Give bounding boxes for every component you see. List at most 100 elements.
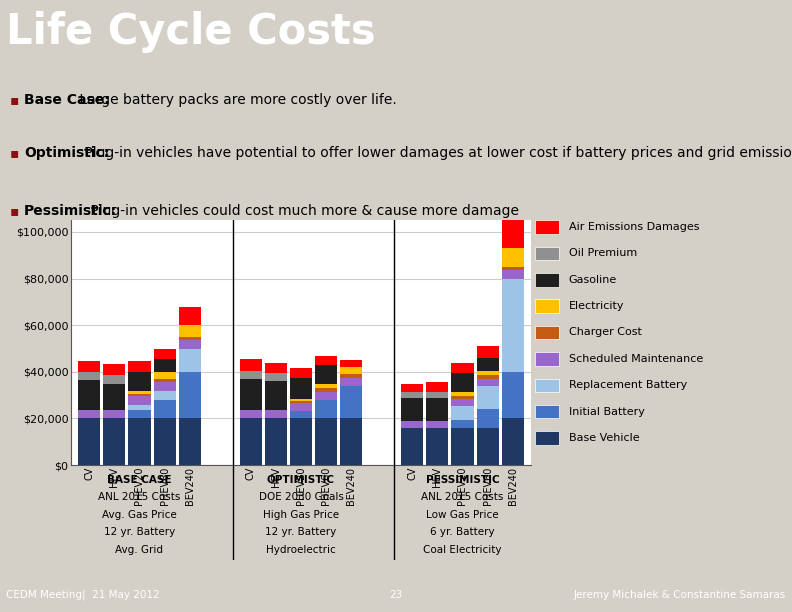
Bar (535, 299, 559, 313)
Bar (535, 220, 559, 234)
Text: Large battery packs are more costly over life.: Large battery packs are more costly over… (75, 93, 397, 107)
Text: 12 yr. Battery: 12 yr. Battery (265, 528, 337, 537)
Bar (315, 419, 337, 465)
Bar (451, 397, 474, 398)
Bar (240, 379, 262, 410)
Bar (240, 371, 262, 379)
Bar (451, 420, 474, 428)
Bar (501, 278, 524, 372)
Bar (103, 384, 125, 410)
Text: CEDM Meeting|  21 May 2012: CEDM Meeting| 21 May 2012 (6, 590, 160, 600)
Bar (128, 410, 150, 419)
Bar (128, 397, 150, 405)
Bar (154, 419, 176, 465)
Bar (179, 372, 200, 419)
Text: PESSIMISTIC: PESSIMISTIC (425, 475, 499, 485)
Bar (103, 375, 125, 384)
Text: Pessimistic:: Pessimistic: (24, 204, 117, 218)
Bar (451, 373, 474, 392)
Bar (402, 398, 423, 421)
Bar (179, 419, 200, 465)
Bar (340, 419, 362, 465)
Bar (103, 364, 125, 375)
Bar (290, 398, 312, 401)
Bar (179, 340, 200, 349)
Bar (265, 410, 287, 419)
Bar (315, 400, 337, 419)
Text: Jeremy Michalek & Constantine Samaras: Jeremy Michalek & Constantine Samaras (573, 590, 786, 600)
Text: Life Cycle Costs: Life Cycle Costs (6, 10, 376, 53)
Bar (501, 372, 524, 419)
Bar (290, 368, 312, 378)
Bar (477, 375, 499, 379)
Bar (501, 419, 524, 465)
Bar (240, 410, 262, 419)
Text: ANL 2015 Costs: ANL 2015 Costs (98, 492, 181, 502)
Bar (501, 271, 524, 278)
Bar (426, 382, 448, 392)
Bar (402, 428, 423, 465)
Bar (240, 419, 262, 465)
Bar (240, 359, 262, 371)
Text: Low Gas Price: Low Gas Price (426, 510, 499, 520)
Text: Gasoline: Gasoline (569, 275, 617, 285)
Bar (477, 358, 499, 371)
Text: Initial Battery: Initial Battery (569, 406, 645, 417)
Bar (501, 267, 524, 271)
Bar (154, 359, 176, 372)
Bar (154, 390, 176, 400)
Bar (315, 392, 337, 400)
Text: 12 yr. Battery: 12 yr. Battery (104, 528, 175, 537)
Text: OPTIMISTIC: OPTIMISTIC (267, 475, 335, 485)
Text: Oil Premium: Oil Premium (569, 248, 637, 258)
Bar (128, 419, 150, 465)
Bar (501, 220, 524, 248)
Bar (290, 401, 312, 403)
Text: ▪: ▪ (10, 146, 19, 160)
Bar (477, 346, 499, 358)
Bar (340, 360, 362, 367)
Bar (426, 398, 448, 421)
Bar (78, 380, 101, 410)
Text: ▪: ▪ (10, 204, 19, 218)
Bar (340, 386, 362, 419)
Text: Optimistic:: Optimistic: (24, 146, 109, 160)
Bar (426, 392, 448, 398)
Text: Replacement Battery: Replacement Battery (569, 380, 687, 390)
Bar (154, 349, 176, 359)
Bar (78, 410, 101, 419)
Text: BASE CASE: BASE CASE (107, 475, 172, 485)
Bar (154, 382, 176, 390)
Text: Hydroelectric: Hydroelectric (266, 545, 336, 555)
Bar (477, 371, 499, 375)
Bar (128, 361, 150, 372)
Text: Base Vehicle: Base Vehicle (569, 433, 639, 443)
Bar (402, 384, 423, 392)
Bar (103, 419, 125, 465)
Bar (128, 372, 150, 390)
Bar (340, 374, 362, 378)
Bar (128, 405, 150, 410)
Bar (451, 398, 474, 406)
Text: Coal Electricity: Coal Electricity (423, 545, 501, 555)
Bar (535, 326, 559, 339)
Bar (128, 390, 150, 394)
Bar (477, 386, 499, 409)
Bar (535, 379, 559, 392)
Bar (340, 367, 362, 374)
Text: DOE 2030 Goals: DOE 2030 Goals (258, 492, 344, 502)
Text: 23: 23 (390, 590, 402, 600)
Bar (402, 421, 423, 428)
Bar (78, 372, 101, 380)
Text: High Gas Price: High Gas Price (263, 510, 339, 520)
Bar (103, 410, 125, 419)
Bar (451, 392, 474, 397)
Bar (315, 365, 337, 384)
Bar (477, 379, 499, 386)
Bar (535, 431, 559, 445)
Bar (265, 381, 287, 410)
Text: ▪: ▪ (10, 93, 19, 107)
Text: Plug-in vehicles could cost much more & cause more damage: Plug-in vehicles could cost much more & … (86, 204, 519, 218)
Text: ANL 2015 Costs: ANL 2015 Costs (421, 492, 504, 502)
Bar (340, 378, 362, 386)
